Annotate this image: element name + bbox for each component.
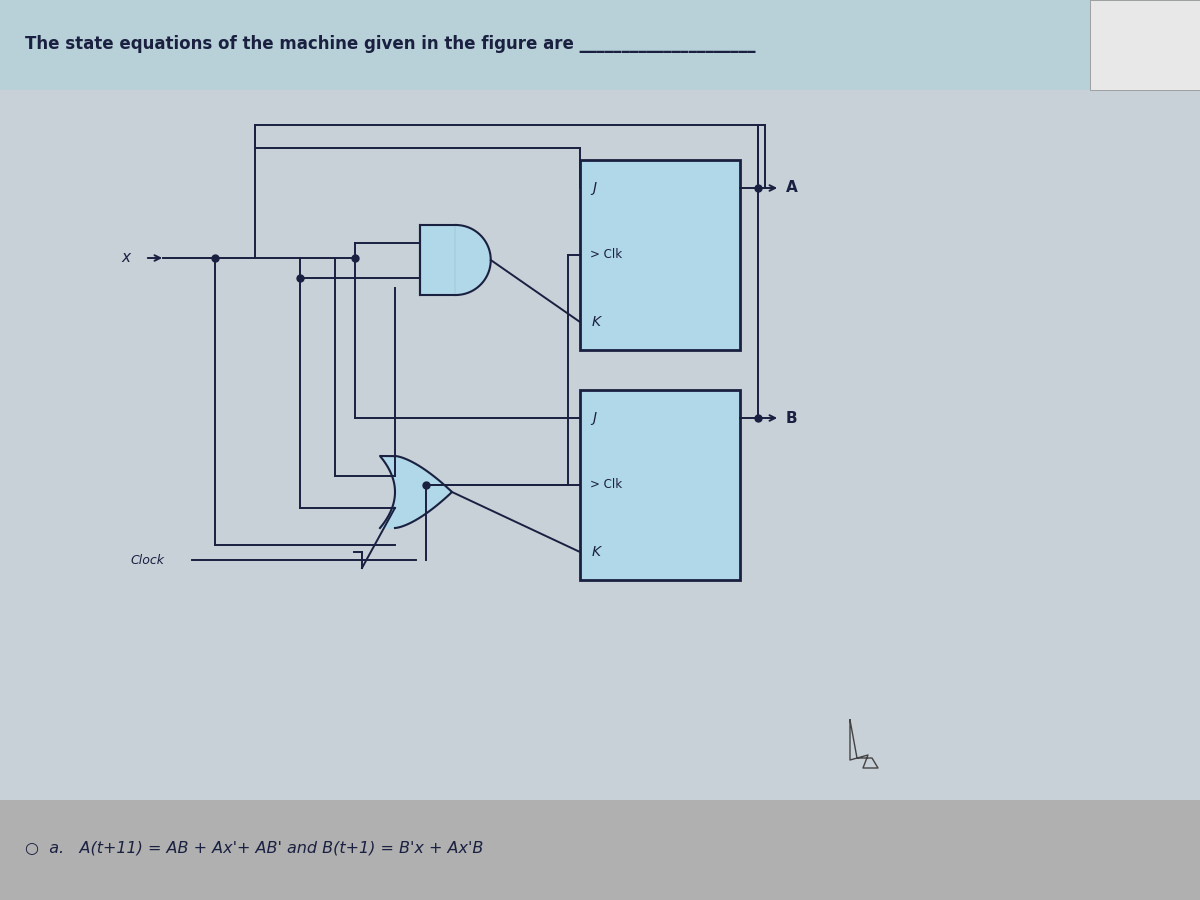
Bar — [0, 0, 1200, 90]
Text: x: x — [121, 250, 130, 266]
Text: > Clk: > Clk — [590, 479, 622, 491]
Bar — [420, 225, 456, 295]
Bar — [0, 800, 1200, 900]
Polygon shape — [456, 225, 491, 295]
Bar — [580, 390, 740, 580]
Text: > Clk: > Clk — [590, 248, 622, 262]
Text: A: A — [786, 181, 798, 195]
Text: B: B — [786, 410, 798, 426]
Polygon shape — [380, 456, 452, 528]
Bar — [0, 90, 1200, 800]
Text: K: K — [592, 545, 601, 559]
Bar — [1090, 0, 1200, 90]
Text: Clock: Clock — [130, 554, 164, 566]
Text: The state equations of the machine given in the figure are _____________________: The state equations of the machine given… — [25, 35, 756, 53]
Bar — [580, 160, 740, 350]
Text: J: J — [592, 181, 596, 195]
Text: J: J — [592, 411, 596, 425]
Text: K: K — [592, 315, 601, 329]
Text: ○  a.   A(t+11) = AB + Ax'+ AB' and B(t+1) = B'x + Ax'B: ○ a. A(t+11) = AB + Ax'+ AB' and B(t+1) … — [25, 841, 484, 856]
